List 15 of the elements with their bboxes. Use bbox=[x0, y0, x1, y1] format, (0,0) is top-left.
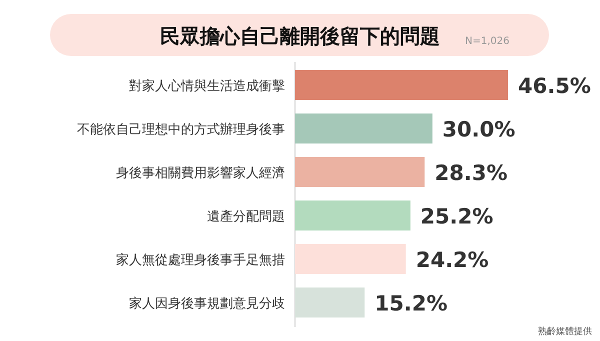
y-tick-label: 不能依自己理想中的方式辦理身後事 bbox=[77, 122, 285, 138]
chart-title: 民眾擔心自己離開後留下的問題 bbox=[160, 24, 440, 48]
y-tick-label: 對家人心情與生活造成衝擊 bbox=[129, 78, 285, 94]
y-tick-label: 遺產分配問題 bbox=[207, 210, 285, 224]
y-tick-label: 身後事相關費用影響家人經濟 bbox=[116, 165, 285, 181]
data-label: 28.3% bbox=[434, 161, 508, 185]
chart-subtitle: N=1,026 bbox=[465, 36, 510, 47]
data-label: 24.2% bbox=[416, 248, 489, 272]
data-label: 15.2% bbox=[374, 292, 448, 316]
y-tick-label: 家人無從處理身後事手足無措 bbox=[116, 252, 285, 268]
data-label: 46.5% bbox=[518, 74, 591, 98]
data-label: 30.0% bbox=[442, 118, 516, 142]
text: 熟齡媒體提供 bbox=[538, 326, 592, 337]
data-label: 25.2% bbox=[420, 204, 494, 228]
y-tick-label: 家人因身後事規劃意見分歧 bbox=[129, 296, 285, 312]
